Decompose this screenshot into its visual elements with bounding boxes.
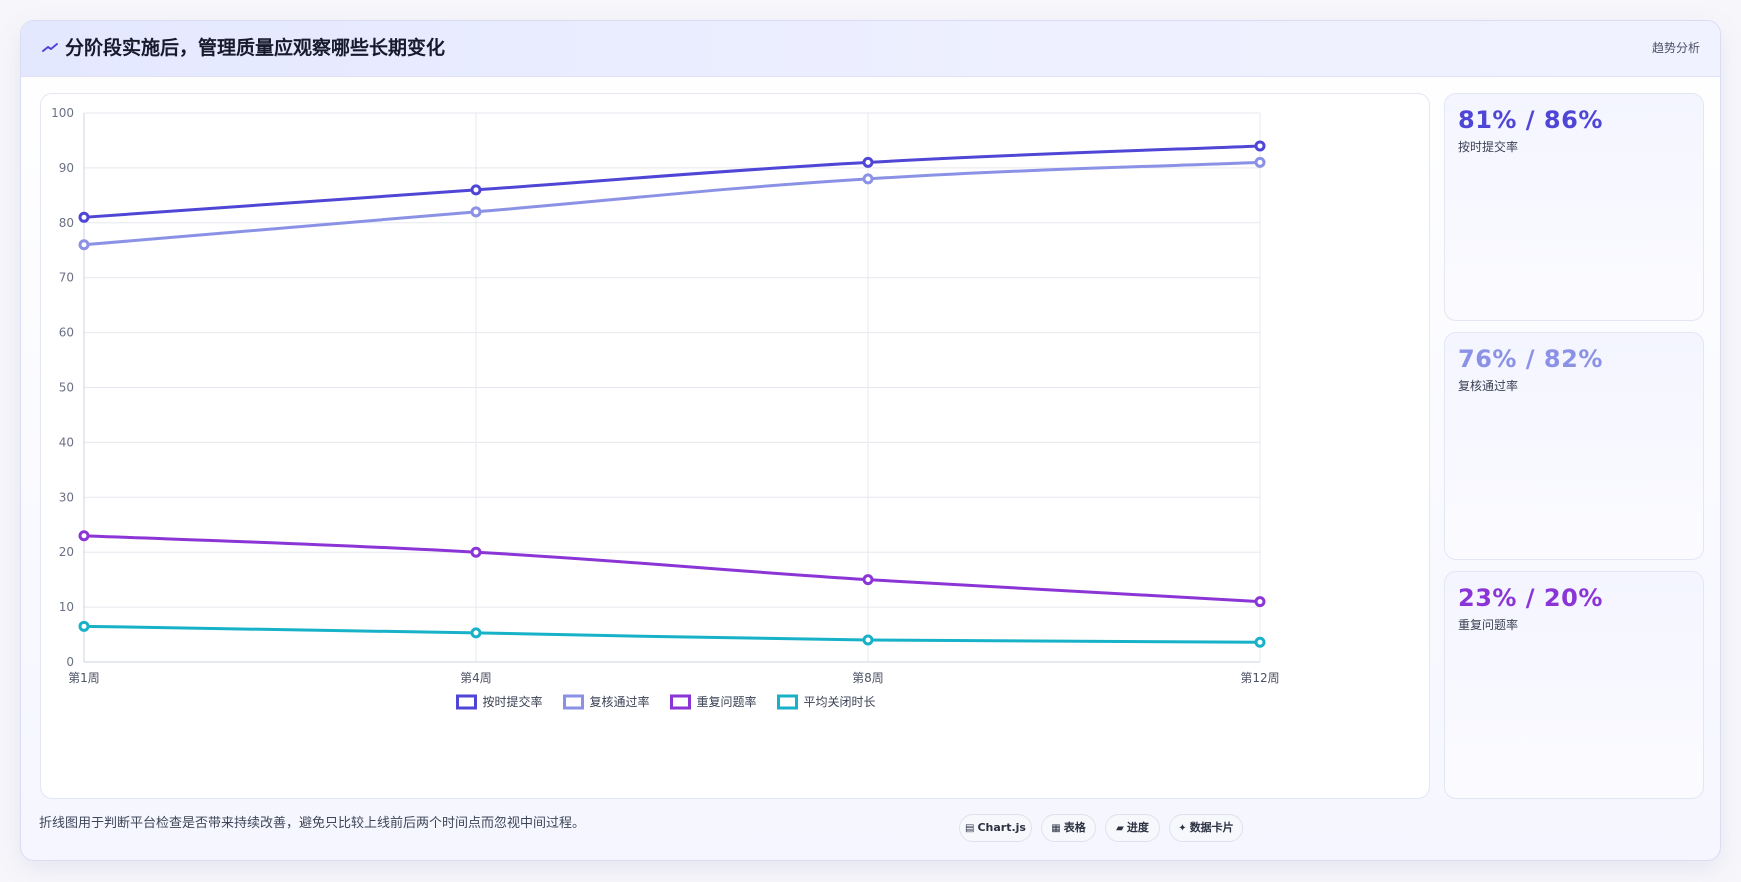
- chip-label: Chart.js: [977, 821, 1026, 834]
- table-icon: ▦: [1051, 823, 1061, 834]
- y-tick-label: 100: [51, 106, 74, 120]
- series-line-1: [82, 144, 1262, 219]
- kpi-value: 76% / 82%: [1458, 345, 1603, 373]
- line-chart-card: 0 10 20 30 40 50 60 70 80 90 100 第1周 第4周 第8周 第12周按时提交率…: [40, 93, 1430, 799]
- y-tick-label: 30: [59, 490, 74, 504]
- data-point: [1254, 140, 1266, 152]
- data-point: [862, 156, 874, 168]
- legend-swatch: [456, 694, 477, 710]
- data-point: [470, 627, 482, 639]
- y-tick-label: 20: [59, 545, 74, 559]
- legend-swatch: [670, 694, 691, 710]
- kpi-card-repeat-issue: 23% / 20% 重复问题率: [1444, 571, 1704, 799]
- chip-label: 进度: [1126, 821, 1149, 834]
- data-point: [78, 530, 90, 542]
- series-line-3: [82, 534, 1262, 604]
- legend-label: 平均关闭时长: [804, 695, 876, 709]
- x-tick-label: 第4周: [460, 671, 492, 685]
- data-point: [470, 546, 482, 558]
- chip-data-card[interactable]: ✦ 数据卡片: [1169, 814, 1243, 842]
- data-point: [1254, 596, 1266, 608]
- kpi-label: 复核通过率: [1458, 379, 1519, 393]
- kpi-card-ontime: 81% / 86% 按时提交率: [1444, 93, 1704, 321]
- footer-note: 折线图用于判断平台检查是否带来持续改善，避免只比较上线前后两个时间点而忽视中间过…: [39, 816, 586, 831]
- kpi-label: 按时提交率: [1458, 140, 1519, 154]
- data-point: [1254, 156, 1266, 168]
- series-line-2: [82, 160, 1262, 247]
- legend-label: 重复问题率: [697, 694, 757, 709]
- kpi-card-review-pass: 76% / 82% 复核通过率: [1444, 332, 1704, 560]
- data-point: [862, 173, 874, 185]
- data-point: [78, 620, 90, 632]
- kpi-value: 23% / 20%: [1458, 584, 1603, 612]
- series-line-4: [82, 624, 1262, 644]
- trend-analysis-label: 趋势分析: [1651, 41, 1700, 55]
- progress-icon: ▰: [1116, 823, 1124, 834]
- legend-swatch: [777, 694, 798, 710]
- panel-header: 分阶段实施后，管理质量应观察哪些长期变化 趋势分析: [21, 21, 1720, 77]
- data-point: [862, 634, 874, 646]
- chip-progress[interactable]: ▰ 进度: [1105, 814, 1160, 842]
- y-tick-label: 40: [59, 435, 74, 449]
- data-point: [862, 574, 874, 586]
- line-chart: 0 10 20 30 40 50 60 70 80 90 100 第1周 第4周 第8周 第12周按时提交率…: [51, 106, 1280, 710]
- page-title: 分阶段实施后，管理质量应观察哪些长期变化: [65, 37, 446, 59]
- data-point: [78, 211, 90, 223]
- y-tick-label: 90: [59, 161, 74, 175]
- x-tick-label: 第1周: [68, 671, 100, 685]
- chip-label: 数据卡片: [1189, 821, 1234, 834]
- y-tick-label: 10: [59, 600, 74, 614]
- data-point: [78, 239, 90, 251]
- y-tick-label: 80: [59, 216, 74, 230]
- card-icon: ✦: [1178, 823, 1187, 834]
- data-point: [1254, 636, 1266, 648]
- chip-label: 表格: [1063, 821, 1086, 834]
- legend-swatch: [563, 694, 584, 710]
- legend-label: 复核通过率: [590, 694, 650, 709]
- chart-icon: ▤: [965, 823, 975, 834]
- chip-chartjs[interactable]: ▤ Chart.js: [959, 814, 1032, 842]
- legend-label: 按时提交率: [483, 694, 543, 709]
- kpi-value: 81% / 86%: [1458, 106, 1603, 134]
- data-point: [470, 206, 482, 218]
- y-tick-label: 0: [66, 655, 74, 669]
- x-tick-label: 第8周: [852, 671, 884, 685]
- x-tick-label: 第12周: [1240, 671, 1279, 685]
- y-tick-label: 50: [59, 381, 74, 395]
- y-tick-label: 70: [59, 271, 74, 285]
- data-point: [470, 184, 482, 196]
- kpi-label: 重复问题率: [1458, 618, 1519, 632]
- chip-table[interactable]: ▦ 表格: [1041, 814, 1096, 842]
- trend-panel: 分阶段实施后，管理质量应观察哪些长期变化 趋势分析 0 10 20 30 40 50 60 7…: [20, 20, 1721, 861]
- trend-icon: [42, 43, 58, 52]
- y-tick-label: 60: [59, 326, 74, 340]
